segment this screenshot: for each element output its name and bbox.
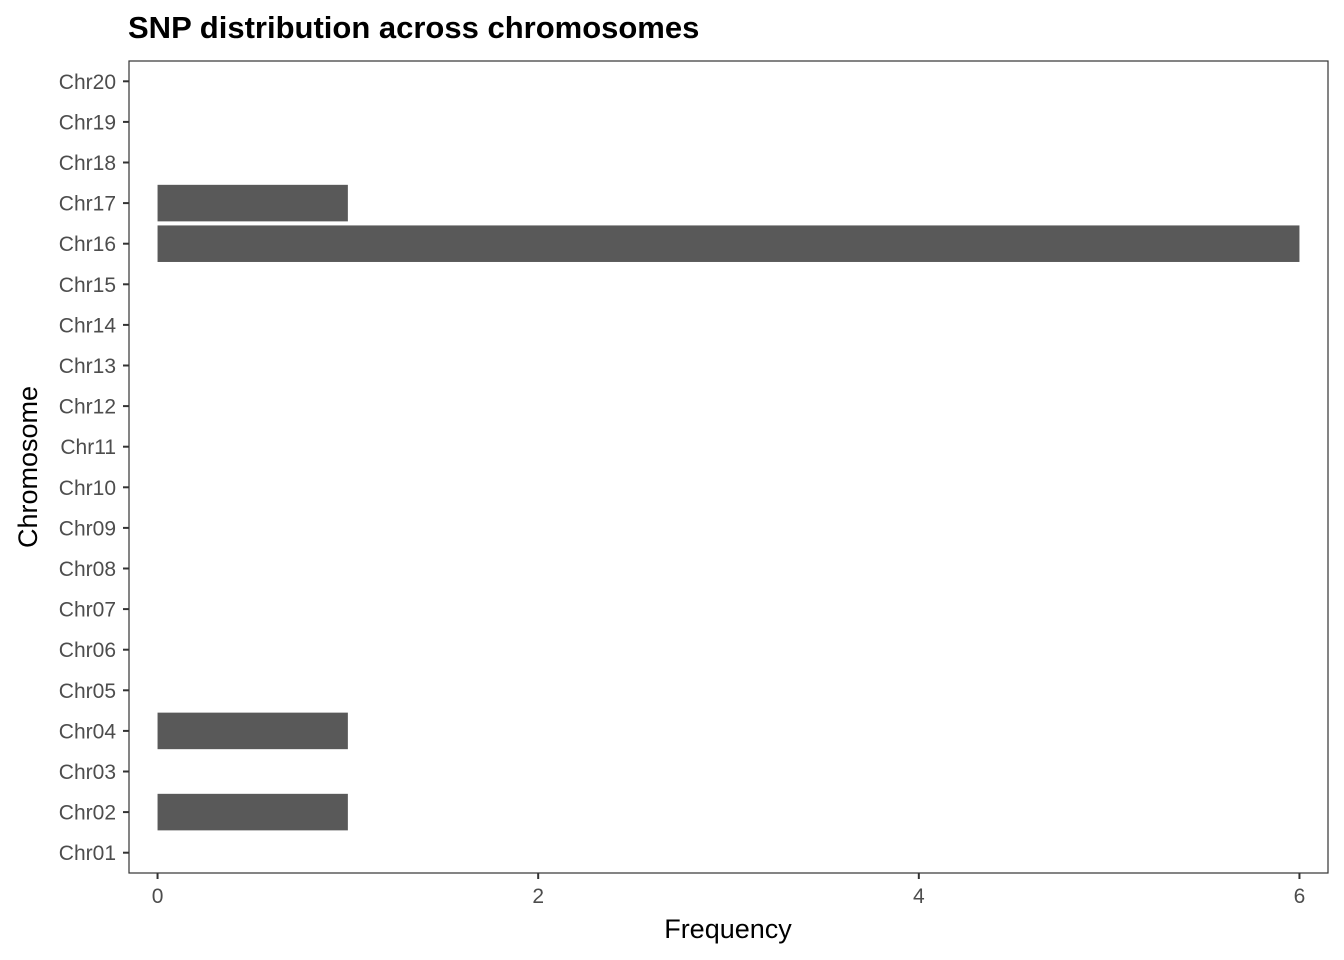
y-tick-label: Chr11 (60, 436, 116, 459)
x-tick-label: 4 (913, 885, 925, 908)
y-tick-label: Chr10 (59, 477, 116, 500)
y-tick-label: Chr02 (59, 802, 116, 825)
y-tick-label: Chr13 (59, 355, 116, 378)
y-tick-label: Chr19 (59, 111, 116, 134)
bar-chr02 (157, 793, 348, 831)
bar-chr16 (157, 225, 1300, 262)
y-tick-label: Chr14 (59, 314, 117, 337)
y-tick-label: Chr05 (59, 680, 116, 703)
x-axis: 0 2 4 6 (152, 873, 1306, 908)
y-tick-label: Chr18 (59, 152, 116, 175)
y-tick-label: Chr04 (59, 720, 117, 743)
y-tick-label: Chr08 (59, 558, 116, 581)
y-tick-label: Chr03 (59, 761, 116, 784)
y-tick-label: Chr06 (59, 639, 116, 662)
y-tick-label: Chr01 (59, 842, 116, 865)
x-tick-label: 0 (152, 885, 164, 908)
y-axis: Chr01 Chr02 Chr03 Chr04 Chr05 Chr06 Chr07 Chr08… (59, 71, 129, 865)
y-tick-label: Chr15 (59, 274, 116, 297)
x-tick-label: 6 (1294, 885, 1306, 908)
y-tick-label: Chr16 (59, 233, 116, 256)
x-axis-title: Frequency (664, 914, 792, 944)
bars-layer (157, 184, 1300, 831)
bar-chr04 (157, 712, 348, 750)
y-tick-label: Chr17 (59, 193, 116, 216)
plot-panel (128, 60, 1329, 874)
y-tick-label: Chr12 (59, 396, 116, 419)
y-tick-label: Chr07 (59, 599, 116, 622)
y-tick-label: Chr20 (59, 71, 116, 94)
chart-title: SNP distribution across chromosomes (128, 10, 699, 45)
y-axis-title: Chromosome (13, 386, 43, 548)
bar-chr17 (157, 184, 348, 222)
x-tick-label: 2 (532, 885, 544, 908)
y-tick-label: Chr09 (59, 517, 116, 540)
